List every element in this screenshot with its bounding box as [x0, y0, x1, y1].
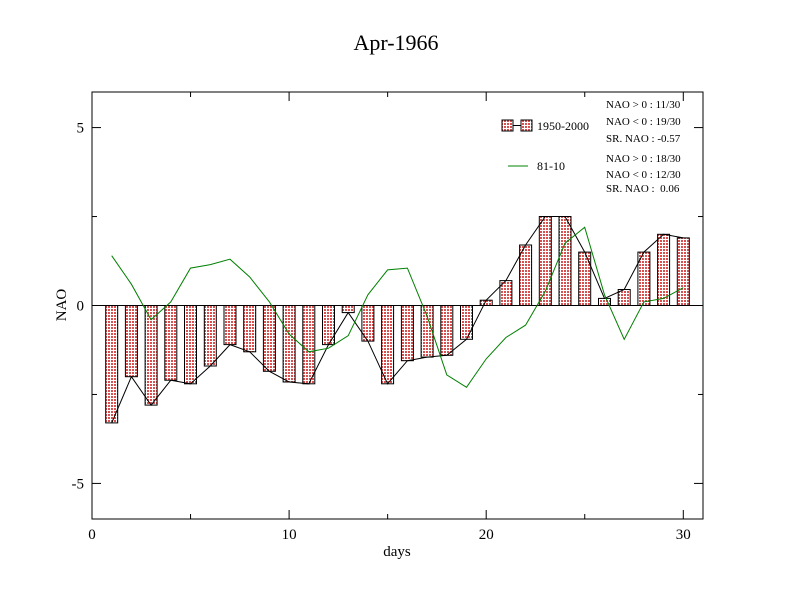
legend-swatch-bar-left — [501, 119, 514, 132]
stats-block-1950-2000: NAO > 0 : 11/30 NAO < 0 : 19/30 SR. NAO … — [606, 99, 681, 145]
legend-swatch-bar-right — [520, 119, 533, 132]
bar — [400, 305, 414, 362]
bar — [381, 305, 395, 385]
bar — [144, 305, 158, 406]
bar — [578, 251, 592, 307]
stat-nao-negative: NAO < 0 : 19/30 — [606, 116, 681, 128]
series-line-1950-2000 — [111, 216, 684, 424]
y-axis-label: NAO — [54, 289, 70, 322]
stat-nao-positive: NAO > 0 : 11/30 — [606, 99, 681, 111]
bar — [124, 305, 138, 378]
bar — [164, 305, 178, 381]
bar — [420, 305, 434, 358]
bar — [223, 305, 237, 346]
bar — [558, 216, 572, 306]
x-tick-label: 10 — [282, 527, 297, 543]
series-line-81-10 — [111, 226, 684, 388]
bar — [322, 305, 335, 346]
stat-nao-negative: NAO < 0 : 12/30 — [606, 169, 681, 181]
bar — [519, 244, 533, 306]
bar — [105, 305, 119, 424]
bar — [282, 305, 296, 383]
stat-sr-nao: SR. NAO : 0.06 — [606, 183, 680, 195]
stat-nao-positive: NAO > 0 : 18/30 — [606, 153, 681, 165]
legend-label-1950-2000: 1950-2000 — [537, 119, 589, 133]
bar — [243, 305, 257, 353]
chart-title: Apr-1966 — [353, 30, 438, 55]
lines-layer — [111, 216, 684, 424]
bar — [341, 305, 355, 314]
bar — [460, 305, 473, 340]
y-tick-label: 5 — [77, 121, 85, 137]
bar — [203, 305, 217, 367]
x-tick-label: 0 — [88, 527, 96, 543]
stat-sr-nao: SR. NAO : -0.57 — [606, 133, 681, 145]
bar — [302, 305, 316, 385]
bar — [657, 233, 671, 306]
stats-block-81-10: NAO > 0 : 18/30 NAO < 0 : 12/30 SR. NAO … — [606, 153, 681, 195]
x-axis-label: days — [383, 544, 411, 560]
bar — [184, 305, 197, 385]
bar — [676, 237, 690, 306]
legend: 1950-2000 81-10 — [501, 119, 589, 173]
x-tick-label: 20 — [479, 527, 494, 543]
legend-label-81-10: 81-10 — [537, 159, 565, 173]
y-tick-label: 0 — [77, 299, 85, 315]
ticks-layer: 0 10 20 30 -5 0 5 — [72, 92, 703, 543]
y-tick-label: -5 — [72, 476, 85, 492]
bars-layer — [105, 216, 690, 424]
bar — [262, 305, 276, 372]
x-tick-label: 30 — [676, 527, 691, 543]
bar — [440, 305, 454, 356]
